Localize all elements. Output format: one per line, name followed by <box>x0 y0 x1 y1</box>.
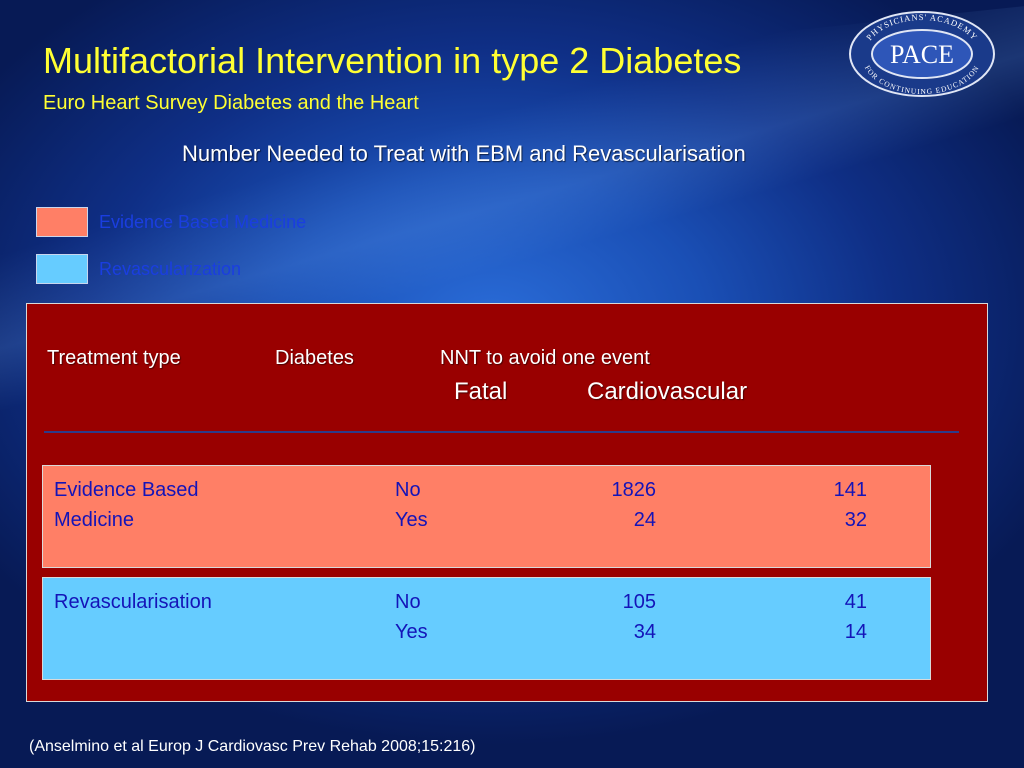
diabetes-value: Yes <box>395 509 428 531</box>
header-cardiovascular: Cardiovascular <box>587 378 748 405</box>
cardiovascular-value: 41 <box>844 591 867 613</box>
treatment-type-label: Evidence Based <box>54 479 199 501</box>
treatment-type-label: Revascularisation <box>54 591 212 613</box>
fatal-value: 1826 <box>611 479 657 501</box>
cardiovascular-value: 141 <box>833 479 867 501</box>
diabetes-value: No <box>395 591 421 613</box>
diabetes-value: Yes <box>395 621 428 643</box>
diabetes-value: No <box>395 479 421 501</box>
header-treatment-type: Treatment type <box>47 347 181 369</box>
slide-subtitle: Euro Heart Survey Diabetes and the Heart <box>43 92 419 114</box>
treatment-type-label-line2: Medicine <box>54 509 135 531</box>
cardiovascular-value: 14 <box>844 621 867 643</box>
fatal-value: 24 <box>633 509 656 531</box>
legend-swatch-revascularization <box>36 254 88 284</box>
slide-title: Multifactorial Intervention in type 2 Di… <box>43 40 742 81</box>
header-divider <box>44 431 959 433</box>
legend-label-revascularization: Revascularization <box>99 259 242 279</box>
legend-label-ebm: Evidence Based Medicine <box>99 212 307 232</box>
group-evidence-based-medicine: Evidence Based Medicine No 1826 141 Yes … <box>42 465 931 568</box>
header-nnt: NNT to avoid one event <box>440 347 650 369</box>
logo-main-text: PACE <box>890 40 954 69</box>
fatal-value: 105 <box>622 591 656 613</box>
fatal-value: 34 <box>633 621 656 643</box>
legend-swatch-ebm <box>36 207 88 237</box>
header-diabetes: Diabetes <box>275 347 354 369</box>
nnt-table-panel: Treatment type Diabetes NNT to avoid one… <box>26 303 988 702</box>
table-heading: Number Needed to Treat with EBM and Reva… <box>182 141 746 166</box>
header-fatal: Fatal <box>454 378 508 405</box>
group-revascularisation: Revascularisation No 105 41 Yes 34 14 <box>42 577 931 680</box>
citation: (Anselmino et al Europ J Cardiovasc Prev… <box>29 738 476 755</box>
cardiovascular-value: 32 <box>844 509 867 531</box>
pace-logo: PHYSICIANS' ACADEMY PACE FOR CONTINUING … <box>849 11 995 97</box>
